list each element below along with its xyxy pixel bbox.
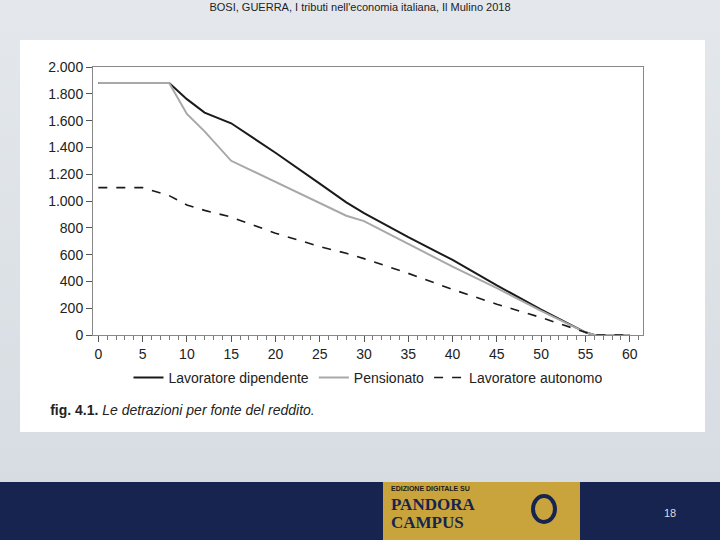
svg-text:55: 55	[578, 346, 594, 362]
html-text:CAMPUS: CAMPUS	[391, 513, 464, 532]
svg-text:1.400: 1.400	[48, 139, 83, 155]
svg-text:1.000: 1.000	[48, 193, 83, 209]
svg-text:800: 800	[60, 220, 84, 236]
svg-text:400: 400	[60, 273, 84, 289]
html-text:PANDORA: PANDORA	[391, 495, 475, 514]
svg-text:Lavoratore autonomo: Lavoratore autonomo	[469, 370, 602, 386]
svg-text:fig. 4.1. Le detrazioni per fo: fig. 4.1. Le detrazioni per fonte del re…	[50, 402, 315, 418]
svg-text:50: 50	[533, 346, 549, 362]
html-text:BOSI, GUERRA, I tributi nell'e: BOSI, GUERRA, I tributi nell'economia it…	[209, 1, 511, 13]
svg-text:5: 5	[139, 346, 147, 362]
svg-text:0: 0	[75, 327, 83, 343]
svg-text:30: 30	[356, 346, 372, 362]
svg-text:0: 0	[94, 346, 102, 362]
svg-text:1.800: 1.800	[48, 86, 83, 102]
svg-text:1.200: 1.200	[48, 166, 83, 182]
svg-text:15: 15	[223, 346, 239, 362]
html-text:18: 18	[663, 507, 677, 519]
svg-text:45: 45	[489, 346, 505, 362]
html-text:EDIZIONE DIGITALE SU: EDIZIONE DIGITALE SU	[391, 485, 470, 492]
svg-text:25: 25	[312, 346, 328, 362]
svg-text:35: 35	[401, 346, 417, 362]
svg-text:2.000: 2.000	[48, 59, 83, 75]
svg-text:600: 600	[60, 247, 84, 263]
svg-text:200: 200	[60, 300, 84, 316]
svg-text:Pensionato: Pensionato	[354, 370, 424, 386]
svg-text:60: 60	[622, 346, 638, 362]
svg-text:40: 40	[445, 346, 461, 362]
svg-text:Lavoratore dipendente: Lavoratore dipendente	[169, 370, 309, 386]
svg-text:1.600: 1.600	[48, 113, 83, 129]
svg-text:20: 20	[268, 346, 284, 362]
svg-text:10: 10	[179, 346, 195, 362]
